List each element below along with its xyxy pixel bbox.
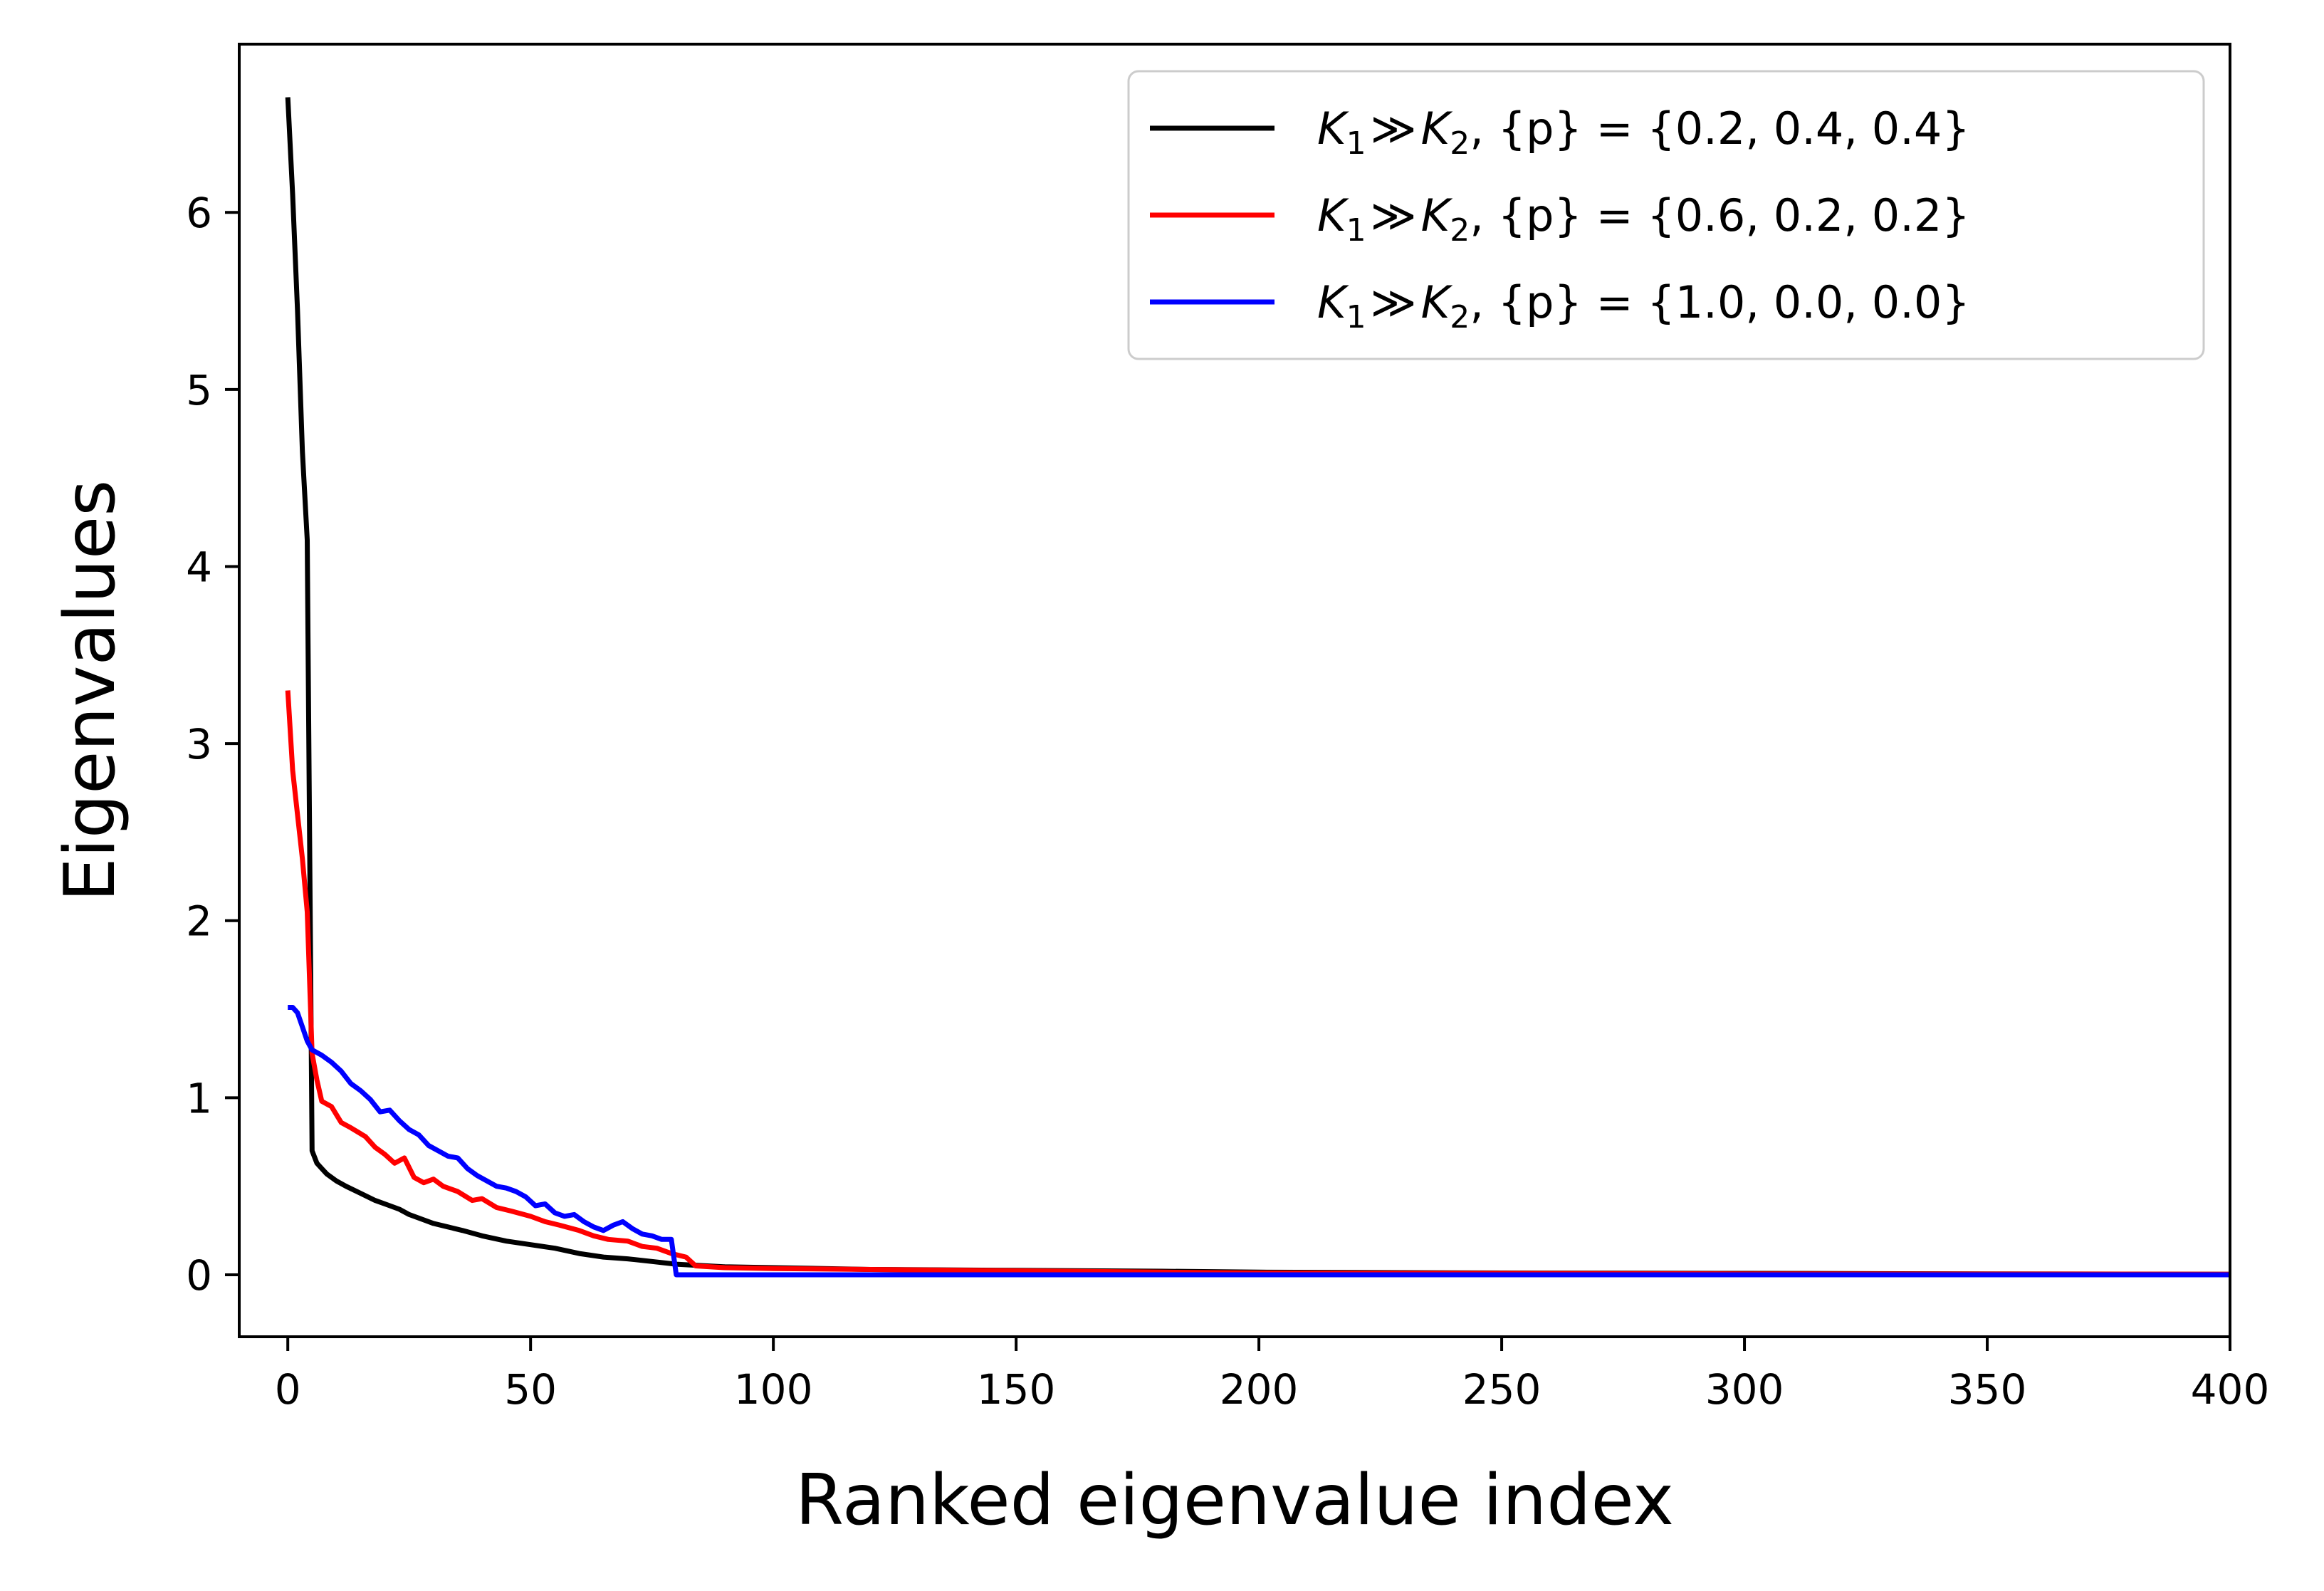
legend-part-s2: 2 [1450,125,1470,162]
y-tick-label: 1 [186,1074,212,1122]
y-tick-label: 3 [186,720,212,768]
x-axis: 0 50 100 150 200 250 300 350 400 [275,1337,2270,1414]
legend-part-s1: 1 [1346,212,1366,249]
legend-part-s1: 1 [1346,125,1366,162]
legend-part-k1: K [1317,189,1349,241]
x-tick-label: 100 [734,1365,813,1414]
legend-label-2: K1≫K2, {p} = {0.6, 0.2, 0.2} [1317,189,1970,249]
y-axis-label: Eigenvalues [50,480,131,902]
legend-part-rel: ≫ [1371,103,1417,155]
x-tick-label: 300 [1705,1365,1784,1414]
x-tick-label: 200 [1220,1365,1299,1414]
y-tick-label: 5 [186,366,212,414]
plot-frame [238,43,2231,1338]
x-tick-label: 350 [1948,1365,2027,1414]
legend-part-k2: K [1421,276,1453,328]
legend-part-rest: , {p} = {0.6, 0.2, 0.2} [1470,189,1970,241]
legend-part-rest: , {p} = {1.0, 0.0, 0.0} [1470,276,1970,328]
x-tick-label: 250 [1462,1365,1542,1414]
x-tick-label: 150 [977,1365,1056,1414]
x-tick-label: 50 [504,1365,557,1414]
legend-box [1127,70,2205,360]
y-tick-label: 0 [186,1251,212,1300]
series-layer [285,97,2230,1278]
x-axis-label: Ranked eigenvalue index [795,1460,1674,1541]
legend-label-1: K1≫K2, {p} = {0.2, 0.4, 0.4} [1317,103,1970,162]
x-tick-label: 400 [2191,1365,2270,1414]
y-tick-label: 2 [186,897,212,946]
x-tick-label: 0 [275,1365,301,1414]
legend-part-k2: K [1421,189,1453,241]
legend-part-s2: 2 [1450,299,1470,335]
y-tick-label: 6 [186,189,212,237]
legend-part-rest: , {p} = {0.2, 0.4, 0.4} [1470,103,1970,155]
legend-part-k1: K [1317,276,1349,328]
legend-part-s2: 2 [1450,212,1470,249]
legend-part-k1: K [1317,103,1349,155]
y-axis: 0 1 2 3 4 5 6 [186,189,239,1300]
series-line-3 [288,1005,2230,1278]
legend-part-rel: ≫ [1371,276,1417,328]
y-tick-label: 4 [186,543,212,591]
legend-part-k2: K [1421,103,1453,155]
legend-part-s1: 1 [1346,299,1366,335]
legend-label-3: K1≫K2, {p} = {1.0, 0.0, 0.0} [1317,276,1970,335]
legend-part-rel: ≫ [1371,189,1417,241]
legend: K1≫K2, {p} = {0.2, 0.4, 0.4}K1≫K2, {p} =… [1127,70,2205,360]
series-line-2 [285,690,2230,1277]
